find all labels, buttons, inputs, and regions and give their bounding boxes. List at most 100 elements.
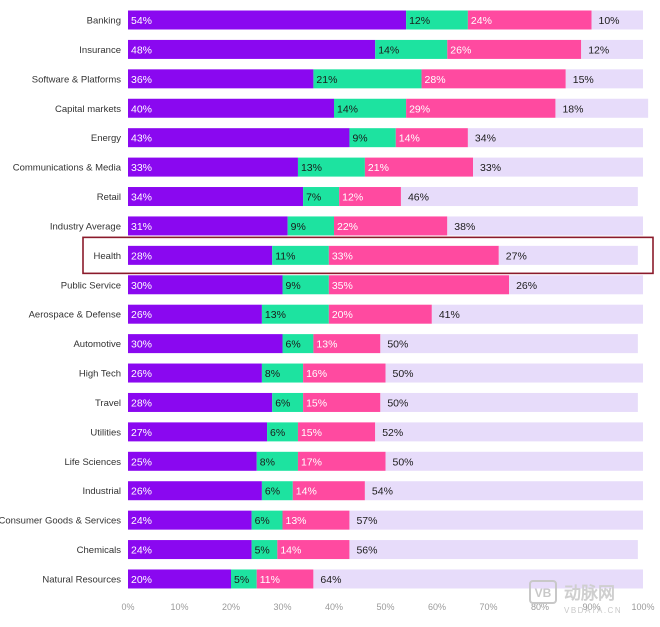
data-label-health-segment-4: 27% [506, 250, 527, 262]
x-axis-ticks: 0% 10% 20% 30% 40% 50% 60% 70% 80% 90% 100% [121, 602, 654, 612]
bar-software-and-platforms-segment-2 [313, 69, 422, 89]
labels-layer: Banking 54% 12% 24% 10% Insurance 48% 14% 26% 12%… [0, 15, 620, 586]
x-tick-label-7: 70% [479, 602, 497, 612]
data-label-aerospace-and-defense-segment-2: 13% [265, 309, 286, 321]
x-tick-label-10: 100% [631, 602, 654, 612]
bar-retail-segment-2 [303, 187, 340, 207]
bar-consumer-goods-and-services-segment-2 [251, 510, 283, 530]
bar-industrial-segment-4 [364, 481, 643, 501]
data-label-communications-and-media-segment-3: 21% [368, 162, 389, 174]
bar-life-sciences-segment-2 [256, 451, 298, 471]
category-label-communications-and-media: Communications & Media [13, 163, 122, 174]
bar-energy-segment-1 [128, 128, 350, 148]
highlight-box-health [82, 236, 654, 275]
x-tick-label-6: 60% [428, 602, 446, 612]
x-tick-label-1: 10% [170, 602, 188, 612]
bar-natural-resources-segment-4 [313, 569, 643, 589]
bar-natural-resources-segment-3 [256, 569, 314, 589]
data-label-automotive-segment-4: 50% [387, 339, 408, 351]
x-tick-label-5: 50% [376, 602, 394, 612]
bar-life-sciences-segment-1 [128, 451, 257, 471]
data-label-insurance-segment-2: 14% [378, 44, 399, 56]
bar-banking-segment-2 [406, 10, 468, 30]
bar-insurance-segment-3 [447, 39, 582, 59]
data-label-public-service-segment-4: 26% [516, 280, 537, 292]
data-label-travel-segment-2: 6% [275, 397, 290, 409]
bar-industrial-segment-3 [292, 481, 365, 501]
bar-retail-segment-3 [339, 187, 401, 207]
category-label-high-tech: High Tech [79, 369, 121, 380]
bar-aerospace-and-defense-segment-2 [261, 304, 329, 324]
bar-high-tech-segment-3 [303, 363, 386, 383]
bar-software-and-platforms-segment-3 [421, 69, 566, 89]
bar-travel-segment-1 [128, 392, 273, 412]
category-label-life-sciences: Life Sciences [64, 457, 121, 468]
data-label-public-service-segment-3: 35% [332, 280, 353, 292]
bar-automotive-segment-4 [380, 334, 638, 354]
x-tick-label-2: 20% [222, 602, 240, 612]
bar-travel-segment-2 [272, 392, 304, 412]
data-label-energy-segment-2: 9% [352, 133, 367, 145]
data-label-aerospace-and-defense-segment-3: 20% [332, 309, 353, 321]
bar-communications-and-media-segment-3 [364, 157, 474, 177]
data-label-capital-markets-segment-2: 14% [337, 103, 358, 115]
data-label-banking-segment-4: 10% [599, 15, 620, 27]
data-label-energy-segment-3: 14% [399, 133, 420, 145]
bar-consumer-goods-and-services-segment-3 [282, 510, 350, 530]
data-label-chemicals-segment-4: 56% [356, 545, 377, 557]
data-label-high-tech-segment-4: 50% [393, 368, 414, 380]
data-label-communications-and-media-segment-2: 13% [301, 162, 322, 174]
bar-communications-and-media-segment-2 [297, 157, 365, 177]
data-label-industry-average-segment-1: 31% [131, 221, 152, 233]
data-label-automotive-segment-3: 13% [316, 339, 337, 351]
data-label-industrial-segment-2: 6% [265, 486, 280, 498]
bar-banking-segment-3 [467, 10, 592, 30]
category-label-software-and-platforms: Software & Platforms [32, 74, 121, 85]
data-label-communications-and-media-segment-4: 33% [480, 162, 501, 174]
bar-automotive-segment-3 [313, 334, 381, 354]
data-label-travel-segment-1: 28% [131, 397, 152, 409]
data-label-automotive-segment-2: 6% [286, 339, 301, 351]
bar-banking-segment-4 [591, 10, 643, 30]
watermark-logo-text: VB [535, 586, 552, 600]
category-label-industry-average: Industry Average [50, 221, 121, 232]
bar-public-service-segment-4 [509, 275, 643, 295]
bar-chemicals-segment-3 [277, 540, 350, 560]
bar-retail-segment-1 [128, 187, 304, 207]
category-label-capital-markets: Capital markets [55, 104, 121, 115]
data-label-chemicals-segment-2: 5% [255, 545, 270, 557]
bar-travel-segment-4 [380, 392, 638, 412]
data-label-chemicals-segment-3: 14% [280, 545, 301, 557]
data-label-automotive-segment-1: 30% [131, 339, 152, 351]
x-tick-label-8: 80% [531, 602, 549, 612]
bar-software-and-platforms-segment-4 [565, 69, 643, 89]
data-label-industrial-segment-4: 54% [372, 486, 393, 498]
data-label-retail-segment-4: 46% [408, 192, 429, 204]
data-label-insurance-segment-1: 48% [131, 44, 152, 56]
bar-software-and-platforms-segment-1 [128, 69, 314, 89]
bar-utilities-segment-2 [267, 422, 298, 442]
data-label-high-tech-segment-1: 26% [131, 368, 152, 380]
bar-natural-resources-segment-1 [128, 569, 231, 589]
category-label-insurance: Insurance [79, 45, 121, 56]
data-label-retail-segment-2: 7% [306, 192, 321, 204]
data-label-public-service-segment-1: 30% [131, 280, 152, 292]
data-label-software-and-platforms-segment-3: 28% [425, 74, 446, 86]
data-label-natural-resources-segment-1: 20% [131, 574, 152, 586]
bar-aerospace-and-defense-segment-1 [128, 304, 262, 324]
bar-health-segment-1 [128, 245, 273, 265]
data-label-banking-segment-2: 12% [409, 15, 430, 27]
bar-public-service-segment-2 [282, 275, 329, 295]
bar-life-sciences-segment-4 [385, 451, 643, 471]
data-label-banking-segment-3: 24% [471, 15, 492, 27]
data-label-aerospace-and-defense-segment-1: 26% [131, 309, 152, 321]
x-tick-label-3: 30% [273, 602, 291, 612]
watermark-domain-text: VBDATA.CN [564, 606, 622, 615]
data-label-travel-segment-3: 15% [306, 397, 327, 409]
category-label-automotive: Automotive [73, 339, 121, 350]
watermark-brand-text: 动脉网 [564, 583, 615, 604]
x-tick-label-4: 40% [325, 602, 343, 612]
data-label-utilities-segment-1: 27% [131, 427, 152, 439]
data-label-health-segment-1: 28% [131, 250, 152, 262]
data-label-utilities-segment-2: 6% [270, 427, 285, 439]
